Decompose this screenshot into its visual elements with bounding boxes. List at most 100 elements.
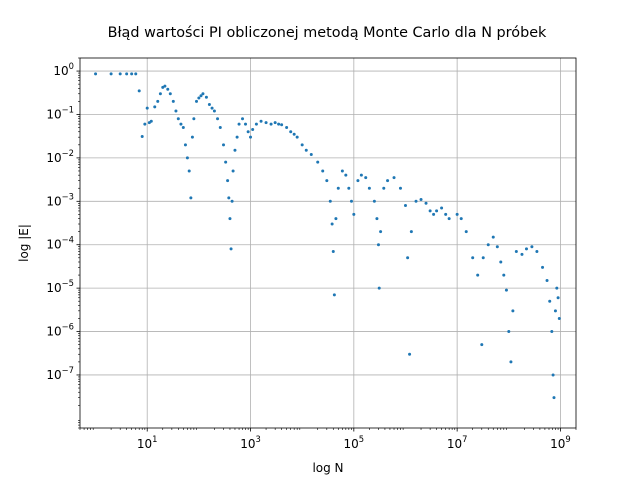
data-point xyxy=(235,135,239,139)
data-point xyxy=(187,169,191,173)
data-point xyxy=(455,212,459,216)
data-point xyxy=(541,265,545,269)
data-point xyxy=(435,209,439,213)
data-point xyxy=(328,199,332,203)
data-point xyxy=(259,119,263,123)
data-point xyxy=(409,230,413,234)
data-point xyxy=(192,117,196,121)
data-point xyxy=(212,109,216,113)
data-point xyxy=(228,217,232,221)
data-point xyxy=(316,160,320,164)
plot-frame xyxy=(79,57,577,429)
data-point xyxy=(507,330,511,334)
data-point xyxy=(273,121,277,125)
data-point xyxy=(181,126,185,130)
data-point xyxy=(349,199,353,203)
data-point xyxy=(491,235,495,239)
data-point xyxy=(229,247,233,251)
data-point xyxy=(325,179,329,183)
data-point xyxy=(398,186,402,190)
data-point xyxy=(376,243,380,247)
data-point xyxy=(140,135,144,139)
data-point xyxy=(201,92,205,96)
data-point xyxy=(535,249,539,253)
data-point xyxy=(553,309,557,313)
data-point xyxy=(424,201,428,205)
data-point xyxy=(134,72,138,76)
data-point xyxy=(464,230,468,234)
data-point xyxy=(403,204,407,208)
data-point xyxy=(379,230,383,234)
data-point xyxy=(190,135,194,139)
data-point xyxy=(137,89,141,93)
data-point xyxy=(251,128,255,132)
data-point xyxy=(364,176,368,180)
data-point xyxy=(382,186,386,190)
x-tick-label: 109 xyxy=(550,434,571,451)
data-point xyxy=(149,119,153,123)
data-point xyxy=(168,92,172,96)
data-point xyxy=(237,122,241,126)
data-point xyxy=(241,117,245,121)
data-point xyxy=(285,126,289,130)
data-point xyxy=(406,256,410,260)
data-point xyxy=(552,396,556,400)
y-axis-label: log |E| xyxy=(17,224,31,262)
data-point xyxy=(419,198,423,202)
x-tick-label: 105 xyxy=(344,434,365,451)
data-point xyxy=(428,209,432,213)
data-point xyxy=(557,316,561,320)
data-point xyxy=(502,273,506,277)
data-point xyxy=(289,130,293,134)
data-point xyxy=(347,186,351,190)
data-point xyxy=(125,72,129,76)
data-point xyxy=(340,169,344,173)
grid-lines xyxy=(80,58,576,428)
x-axis-ticks: 101 103 105 107 109 xyxy=(79,428,577,451)
data-point xyxy=(179,122,183,126)
y-axis-ticks: 100 10−1 10−2 10−3 10−4 10−5 10−6 10−7 xyxy=(46,57,80,429)
data-point xyxy=(166,87,170,91)
data-point xyxy=(551,373,555,377)
data-point xyxy=(153,105,157,109)
data-point xyxy=(183,143,187,147)
data-point xyxy=(145,106,149,110)
data-point xyxy=(204,95,208,99)
data-point xyxy=(476,273,480,277)
data-point xyxy=(386,179,390,183)
data-point xyxy=(447,217,451,221)
data-point xyxy=(545,278,549,282)
data-point xyxy=(171,99,175,103)
y-tick-label: 10−2 xyxy=(46,148,74,165)
data-point xyxy=(222,143,226,147)
data-point xyxy=(280,123,284,127)
data-point xyxy=(309,152,313,156)
data-point xyxy=(356,179,360,183)
data-point xyxy=(499,260,503,264)
data-point xyxy=(511,309,515,313)
data-point xyxy=(432,212,436,216)
data-point xyxy=(244,122,248,126)
data-point xyxy=(336,186,340,190)
data-point xyxy=(372,199,376,203)
data-point xyxy=(174,109,178,113)
data-point xyxy=(254,122,258,126)
y-tick-label: 100 xyxy=(53,61,74,78)
x-tick-label: 103 xyxy=(240,434,261,451)
data-point xyxy=(344,173,348,177)
y-tick-label: 10−1 xyxy=(46,104,74,121)
data-point xyxy=(230,199,234,203)
data-point xyxy=(277,122,281,126)
data-point xyxy=(444,212,448,216)
data-point xyxy=(548,299,552,303)
data-point xyxy=(231,169,235,173)
data-point xyxy=(459,217,463,221)
data-point xyxy=(143,122,147,126)
data-point xyxy=(480,343,484,347)
data-point xyxy=(471,256,475,260)
data-point xyxy=(321,169,325,173)
data-point xyxy=(440,206,444,210)
data-point xyxy=(367,186,371,190)
data-point xyxy=(109,72,113,76)
data-point xyxy=(504,288,508,292)
